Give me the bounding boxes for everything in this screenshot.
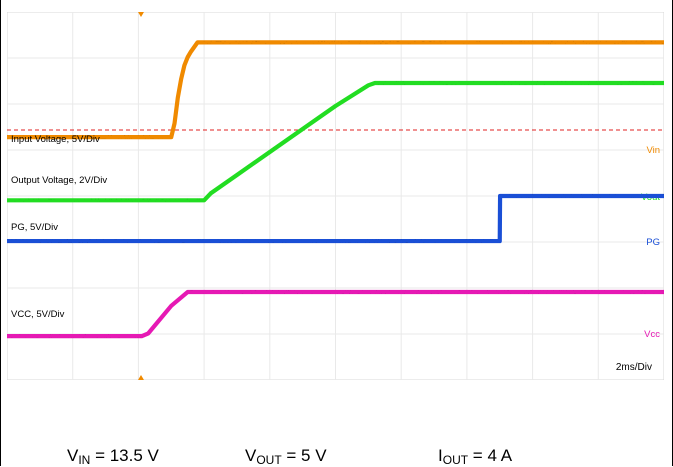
trigger-marker-bottom	[138, 375, 144, 380]
series-line-vout	[7, 81, 664, 202]
caption-vin: VIN = 13.5 V	[67, 446, 159, 467]
series-name-label: VCC, 5V/Div	[11, 309, 65, 320]
channel-marker-label: PG	[646, 237, 660, 248]
series-name-label: Input Voltage, 5V/Div	[11, 134, 100, 145]
series-name-label: PG, 5V/Div	[11, 222, 58, 233]
trigger-marker-top	[138, 12, 144, 17]
oscilloscope-screen: Input Voltage, 5V/Div Vin Output Voltage, …	[7, 12, 664, 380]
series-line-vin	[7, 41, 664, 139]
caption-iout: IOUT = 4 A	[438, 446, 513, 467]
channel-marker-label: Vin	[646, 145, 660, 156]
series-line-vcc	[7, 290, 664, 338]
series-name-label: Output Voltage, 2V/Div	[11, 175, 107, 186]
caption-vout: VOUT = 5 V	[245, 446, 327, 467]
time-scale-label: 2ms/Div	[616, 362, 652, 373]
conditions-caption: VIN = 13.5 V VOUT = 5 V IOUT = 4 A	[1, 446, 673, 467]
channel-marker-label: Vcc	[644, 329, 660, 340]
scope-plot: Input Voltage, 5V/Div Vin Output Voltage, …	[7, 12, 664, 380]
series-line-pg	[7, 194, 664, 243]
